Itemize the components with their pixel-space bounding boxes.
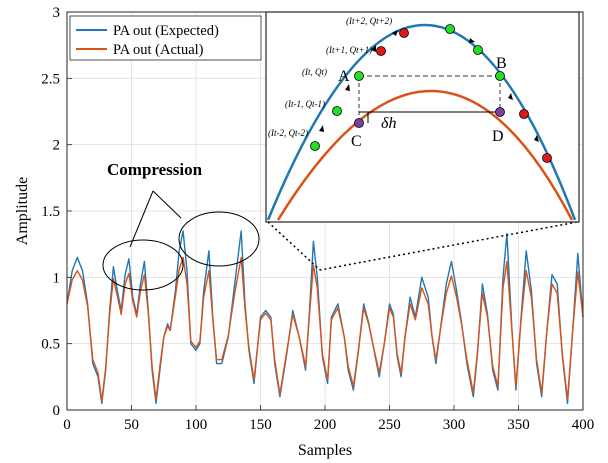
- inset-coord-label-t+2: (It+2, Qt+2): [346, 16, 392, 26]
- x-tick-label: 100: [185, 417, 208, 433]
- inset-point-right-3: [519, 109, 529, 119]
- compression-pointer-left: [129, 190, 154, 248]
- inset-coord-label-t+1: (It+1, Qt+1): [326, 45, 372, 55]
- inset-point-c: [354, 118, 364, 128]
- inset-point-d: [495, 107, 505, 117]
- x-tick-label: 0: [63, 417, 71, 433]
- y-axis-title: Amplitude: [14, 177, 31, 245]
- x-tick-label: 200: [314, 417, 337, 433]
- inset-curve-actual: [276, 89, 574, 221]
- inset-label-c: C: [351, 133, 362, 150]
- axis-ticks: 0 50 100 150 200 250 300 350 400 0 0.5 1 1.5 2 2.5 3: [41, 5, 594, 433]
- inset-point-t+1: [376, 46, 386, 56]
- inset-coordinate-labels: (It+2, Qt+2) (It+1, Qt+1) (It, Qt) (It-1, Q…: [268, 16, 392, 138]
- inset-diagram: δh A B C D (It+2, Qt+2) (It+1, Qt+1) (It, …: [265, 11, 580, 223]
- compression-ellipse-right: [178, 211, 260, 267]
- y-tick-label: 3: [53, 5, 61, 21]
- inset-point-b: [495, 71, 505, 81]
- legend: PA out (Expected) PA out (Actual): [69, 15, 262, 61]
- compression-pointer-right: [152, 190, 182, 219]
- inset-point-peak: [445, 24, 455, 34]
- inset-point-t+2: [399, 28, 409, 38]
- inset-label-d: D: [492, 128, 504, 145]
- x-tick-label: 50: [124, 417, 139, 433]
- x-tick-label: 150: [249, 417, 272, 433]
- inset-arrow-4: [392, 30, 398, 36]
- x-axis-title: Samples: [298, 442, 352, 459]
- inset-arrow-6: [508, 93, 513, 100]
- zoom-connector-right: [319, 221, 578, 271]
- inset-arrow-1: [319, 125, 324, 132]
- inset-point-t-1: [332, 106, 342, 116]
- inset-label-b: B: [496, 55, 507, 72]
- inset-arrow-3: [371, 45, 376, 52]
- inset-point-right-4: [542, 153, 552, 163]
- series-line-actual: [66, 256, 584, 402]
- y-tick-label: 1.5: [41, 204, 60, 220]
- x-tick-label: 350: [507, 417, 530, 433]
- inset-point-a: [354, 71, 364, 81]
- inset-arrow-5: [469, 38, 475, 43]
- inset-point-right-1: [473, 45, 483, 55]
- compression-ellipse-left: [102, 239, 184, 291]
- inset-frame: [265, 11, 580, 223]
- inset-coord-label-t: (It, Qt): [302, 67, 327, 77]
- y-tick-label: 2.5: [41, 71, 60, 87]
- compression-label: Compression: [107, 160, 203, 179]
- y-tick-label: 0.5: [41, 337, 60, 353]
- series-line-expected: [66, 230, 584, 405]
- inset-coord-label-t-2: (It-2, Qt-2): [268, 128, 308, 138]
- inset-delta-label: δh: [381, 115, 396, 132]
- inset-label-a: A: [338, 68, 350, 85]
- legend-label-actual: PA out (Actual): [113, 42, 204, 58]
- y-tick-label: 0: [53, 403, 61, 419]
- y-tick-label: 2: [53, 138, 61, 154]
- x-tick-label: 250: [378, 417, 401, 433]
- zoom-connector-left: [267, 221, 321, 271]
- x-tick-label: 300: [443, 417, 466, 433]
- y-tick-label: 1: [53, 270, 61, 286]
- compression-annotation: Compression: [102, 160, 260, 291]
- series-lines: [66, 230, 584, 405]
- inset-point-t-2: [310, 141, 320, 151]
- legend-box: [69, 15, 262, 61]
- inset-coord-label-t-1: (It-1, Qt-1): [285, 99, 325, 109]
- x-tick-label: 400: [572, 417, 595, 433]
- inset-curve-expected: [266, 23, 577, 221]
- inset-arrow-7: [534, 135, 539, 142]
- inset-arrow-2: [345, 84, 350, 91]
- legend-label-expected: PA out (Expected): [113, 23, 219, 39]
